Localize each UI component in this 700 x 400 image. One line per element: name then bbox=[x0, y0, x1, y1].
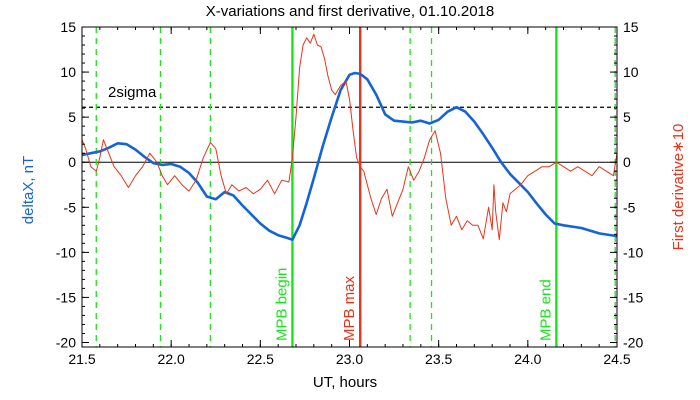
y-tick-label-left: 10 bbox=[60, 64, 76, 80]
y-tick-label-left: 15 bbox=[60, 19, 76, 35]
y-tick-label-right: 10 bbox=[623, 64, 639, 80]
series-derivative-line bbox=[81, 33, 618, 241]
x-tick-label: 24.0 bbox=[514, 351, 541, 367]
chart-title: X-variations and first derivative, 01.10… bbox=[206, 3, 495, 20]
series-deltax-line bbox=[81, 71, 618, 241]
y-tick-label-left: -20 bbox=[56, 334, 76, 350]
y-tick-label-right: 15 bbox=[623, 19, 639, 35]
marker-label-mpb-max: MPB max bbox=[341, 275, 358, 341]
plot-area: 2sigma MPB begin MPB max MPB end 21.5 22.0 22.… bbox=[56, 19, 644, 367]
x-tick-label: 23.5 bbox=[425, 351, 452, 367]
x-tick-label: 22.0 bbox=[158, 351, 185, 367]
y-tick-label-right: -10 bbox=[623, 244, 643, 260]
x-tick-label: 23.0 bbox=[336, 351, 363, 367]
marker-label-mpb-end: MPB end bbox=[537, 279, 554, 341]
y-tick-label-right: -5 bbox=[623, 199, 636, 215]
x-tick-label: 24.5 bbox=[603, 351, 630, 367]
sigma-label: 2sigma bbox=[108, 84, 157, 101]
y-tick-label-left: 5 bbox=[68, 109, 76, 125]
y-axis-label-left: deltaX, nT bbox=[20, 156, 37, 224]
y-tick-label-left: -15 bbox=[56, 289, 76, 305]
x-tick-label: 21.5 bbox=[68, 351, 95, 367]
x-axis-label: UT, hours bbox=[313, 374, 377, 391]
y-axis-label-right: First derivative∗10 bbox=[670, 124, 687, 251]
y-tick-label-right: 5 bbox=[623, 109, 631, 125]
y-tick-label-right: 0 bbox=[623, 154, 631, 170]
y-tick-label-right: -15 bbox=[623, 289, 643, 305]
marker-label-mpb-begin: MPB begin bbox=[273, 268, 290, 341]
y-tick-label-left: 0 bbox=[68, 154, 76, 170]
y-tick-label-left: -5 bbox=[64, 199, 77, 215]
x-tick-label: 22.5 bbox=[247, 351, 274, 367]
y-tick-label-left: -10 bbox=[56, 244, 76, 260]
y-tick-label-right: -20 bbox=[623, 334, 643, 350]
